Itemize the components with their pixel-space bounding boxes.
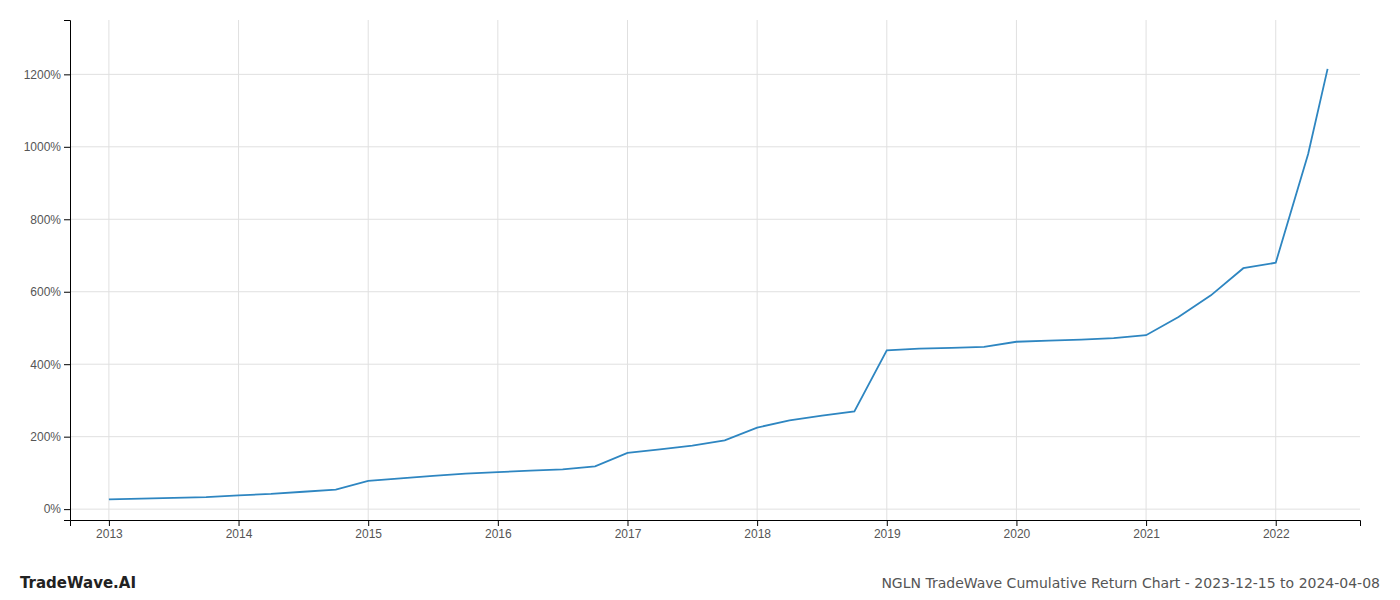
x-axis: 2013 2014 2015 2016 2017 2018 2019 2020 2021 2022 [71, 520, 1361, 541]
tick: 600% [30, 285, 70, 299]
grid-line [886, 20, 887, 520]
tick-mark [368, 520, 369, 526]
grid-line [108, 20, 109, 520]
tick: 2014 [226, 520, 253, 541]
plot-area: 2013 2014 2015 2016 2017 2018 2019 2020 2021 2022… [24, 20, 1361, 541]
tick-mark [757, 520, 758, 526]
tick: 200% [30, 430, 70, 444]
tick: 2019 [874, 520, 901, 541]
tick: 1200% [24, 68, 70, 82]
tick-label: 1000% [24, 140, 62, 154]
tick-mark [1276, 520, 1277, 526]
tick-mark [627, 520, 628, 526]
tick-mark [64, 219, 70, 220]
tick-mark [1146, 520, 1147, 526]
grid-line [1016, 20, 1017, 520]
tick-mark [498, 520, 499, 526]
tick-mark [64, 147, 70, 148]
tick-label: 2018 [744, 527, 771, 541]
grid-line [1146, 20, 1147, 520]
tick-mark [887, 520, 888, 526]
tick-label: 2014 [226, 527, 253, 541]
tick: 2016 [485, 520, 512, 541]
tick-label: 2021 [1133, 527, 1160, 541]
tick-mark [64, 292, 70, 293]
tick-label: 2017 [615, 527, 642, 541]
grid-line [70, 291, 1360, 292]
tick: 2018 [744, 520, 771, 541]
tick-label: 2016 [485, 527, 512, 541]
line [109, 69, 1328, 499]
grid-line [757, 20, 758, 520]
tick-label: 2019 [874, 527, 901, 541]
tick-label: 400% [30, 358, 61, 372]
tick: 2017 [615, 520, 642, 541]
tick-label: 2013 [96, 527, 123, 541]
grid-line [497, 20, 498, 520]
chart: 2013 2014 2015 2016 2017 2018 2019 2020 2021 2022… [0, 0, 1400, 600]
tick-mark [64, 74, 70, 75]
grid-line [70, 509, 1360, 510]
tick: 400% [30, 358, 70, 372]
grid-line [238, 20, 239, 520]
grid-line [70, 364, 1360, 365]
tick: 0% [44, 502, 70, 516]
grid-line [70, 74, 1360, 75]
tick-label: 600% [30, 285, 61, 299]
tick-label: 200% [30, 430, 61, 444]
grid [70, 20, 1360, 520]
tick-label: 1200% [24, 68, 62, 82]
tick: 2013 [96, 520, 123, 541]
grid-line [70, 436, 1360, 437]
tick-label: 2015 [355, 527, 382, 541]
tick-mark [64, 437, 70, 438]
tick: 2015 [355, 520, 382, 541]
watermark: TradeWave.AI [20, 574, 136, 592]
tick-mark [64, 364, 70, 365]
grid-line [70, 219, 1360, 220]
tick-mark [109, 520, 110, 526]
tick: 1000% [24, 140, 70, 154]
grid-line [1275, 20, 1276, 520]
tick-label: 2020 [1004, 527, 1031, 541]
grid-line [627, 20, 628, 520]
tick: 800% [30, 213, 70, 227]
tick: 2022 [1263, 520, 1290, 541]
grid-line [70, 146, 1360, 147]
tick-label: 2022 [1263, 527, 1290, 541]
tick-mark [1016, 520, 1017, 526]
tick-label: 0% [44, 502, 62, 516]
axis-line [64, 21, 71, 521]
series-group [109, 69, 1328, 499]
tick-mark [239, 520, 240, 526]
grid-line [368, 20, 369, 520]
y-axis: 0% 200% 400% 600% 800% 1000% 1200% [24, 21, 71, 521]
tick: 2020 [1004, 520, 1031, 541]
tick-mark [64, 509, 70, 510]
axis-line [71, 521, 1361, 527]
tick: 2021 [1133, 520, 1160, 541]
tick-label: 800% [30, 213, 61, 227]
title: NGLN TradeWave Cumulative Return Chart -… [881, 575, 1380, 591]
